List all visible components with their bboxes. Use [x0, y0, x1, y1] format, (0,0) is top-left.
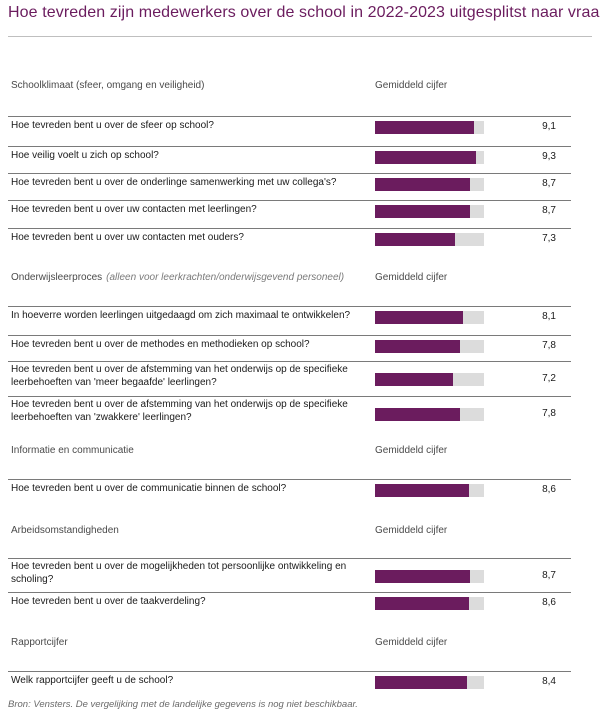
bar	[375, 205, 470, 218]
bar-track	[375, 597, 484, 610]
question-row: Hoe tevreden bent u over de afstemming v…	[8, 396, 571, 426]
bar	[375, 408, 461, 421]
bar	[375, 311, 464, 324]
question-label: Hoe tevreden bent u over uw contacten me…	[11, 232, 244, 243]
section-title: Rapportcijfer	[11, 637, 68, 648]
question-label: Hoe veilig voelt u zich op school?	[11, 150, 159, 161]
question-row: In hoeverre worden leerlingen uitgedaagd…	[8, 306, 571, 326]
question-row: Hoe tevreden bent u over uw contacten me…	[8, 200, 571, 220]
question-label: Hoe tevreden bent u over de afstemming v…	[11, 399, 348, 423]
section-header: Schoolklimaat (sfeer, omgang en veilighe…	[11, 80, 571, 100]
bar-track	[375, 121, 484, 134]
question-row: Hoe veilig voelt u zich op school? 9,3	[8, 146, 571, 166]
question-label: Hoe tevreden bent u over de afstemming v…	[11, 364, 348, 388]
section-title: Informatie en communicatie	[11, 445, 134, 456]
value-label: 7,2	[542, 373, 556, 384]
value-label: 8,7	[542, 178, 556, 189]
bar	[375, 178, 470, 191]
value-label: 7,8	[542, 408, 556, 419]
section-note: (alleen voor leerkrachten/onderwijsgeven…	[106, 272, 345, 283]
bar	[375, 597, 469, 610]
question-row: Welk rapportcijfer geeft u de school? 8,4	[8, 671, 571, 691]
bar	[375, 570, 470, 583]
bar-track	[375, 311, 484, 324]
column-header: Gemiddeld cijfer	[375, 80, 448, 91]
question-row: Hoe tevreden bent u over de methodes en …	[8, 335, 571, 355]
bar	[375, 484, 469, 497]
bar	[375, 121, 475, 134]
question-row: Hoe tevreden bent u over de taakverdelin…	[8, 592, 571, 612]
value-label: 7,8	[542, 340, 556, 351]
section-header: Onderwijsleerproces (alleen voor leerkrac…	[11, 272, 571, 292]
value-label: 7,3	[542, 233, 556, 244]
question-row: Hoe tevreden bent u over de communicatie…	[8, 479, 571, 499]
source-note: Bron: Vensters. De vergelijking met de l…	[8, 699, 358, 710]
bar	[375, 233, 455, 246]
value-label: 8,4	[542, 676, 556, 687]
bar	[375, 151, 477, 164]
value-label: 8,7	[542, 570, 556, 581]
bar	[375, 373, 454, 386]
question-label: Hoe tevreden bent u over de sfeer op sch…	[11, 120, 214, 131]
section-title-text: Onderwijsleerproces	[11, 272, 103, 283]
question-row: Hoe tevreden bent u over de afstemming v…	[8, 361, 571, 391]
question-label: Welk rapportcijfer geeft u de school?	[11, 675, 174, 686]
column-header: Gemiddeld cijfer	[375, 445, 448, 456]
title-divider	[8, 36, 592, 37]
value-label: 8,6	[542, 597, 556, 608]
column-header: Gemiddeld cijfer	[375, 272, 448, 283]
question-label: Hoe tevreden bent u over uw contacten me…	[11, 204, 257, 215]
value-label: 9,3	[542, 151, 556, 162]
question-label: Hoe tevreden bent u over de methodes en …	[11, 339, 310, 350]
bar	[375, 676, 467, 689]
chart-title: Hoe tevreden zijn medewerkers over de sc…	[8, 4, 600, 21]
question-row: Hoe tevreden bent u over uw contacten me…	[8, 228, 571, 248]
question-row: Hoe tevreden bent u over de sfeer op sch…	[8, 116, 571, 136]
bar-track	[375, 484, 484, 497]
bar-track	[375, 373, 484, 386]
question-label: Hoe tevreden bent u over de onderlinge s…	[11, 177, 337, 188]
section-header: Informatie en communicatie Gemiddeld cijf…	[11, 445, 571, 465]
question-row: Hoe tevreden bent u over de onderlinge s…	[8, 173, 571, 193]
value-label: 8,1	[542, 311, 556, 322]
question-label: Hoe tevreden bent u over de communicatie…	[11, 483, 287, 494]
question-label: In hoeverre worden leerlingen uitgedaagd…	[11, 310, 351, 321]
question-label: Hoe tevreden bent u over de mogelijkhede…	[11, 561, 347, 585]
column-header: Gemiddeld cijfer	[375, 525, 448, 536]
bar-track	[375, 408, 484, 421]
section-header: Rapportcijfer Gemiddeld cijfer	[11, 637, 571, 657]
section-title-text: Arbeidsomstandigheden	[11, 525, 119, 536]
bar	[375, 340, 461, 353]
bar-track	[375, 570, 484, 583]
bar-track	[375, 205, 484, 218]
section-title-text: Schoolklimaat (sfeer, omgang en veilighe…	[11, 80, 205, 91]
value-label: 8,7	[542, 205, 556, 216]
column-header: Gemiddeld cijfer	[375, 637, 448, 648]
bar-track	[375, 676, 484, 689]
bar-track	[375, 340, 484, 353]
bar-track	[375, 233, 484, 246]
section-title-text: Informatie en communicatie	[11, 445, 134, 456]
bar-track	[375, 151, 484, 164]
section-title: Onderwijsleerproces (alleen voor leerkrac…	[11, 272, 344, 283]
section-title-text: Rapportcijfer	[11, 637, 68, 648]
value-label: 8,6	[542, 484, 556, 495]
value-label: 9,1	[542, 121, 556, 132]
section-title: Arbeidsomstandigheden	[11, 525, 119, 536]
question-label: Hoe tevreden bent u over de taakverdelin…	[11, 596, 206, 607]
bar-track	[375, 178, 484, 191]
section-header: Arbeidsomstandigheden Gemiddeld cijfer	[11, 525, 571, 545]
section-title: Schoolklimaat (sfeer, omgang en veilighe…	[11, 80, 204, 91]
question-row: Hoe tevreden bent u over de mogelijkhede…	[8, 558, 571, 588]
